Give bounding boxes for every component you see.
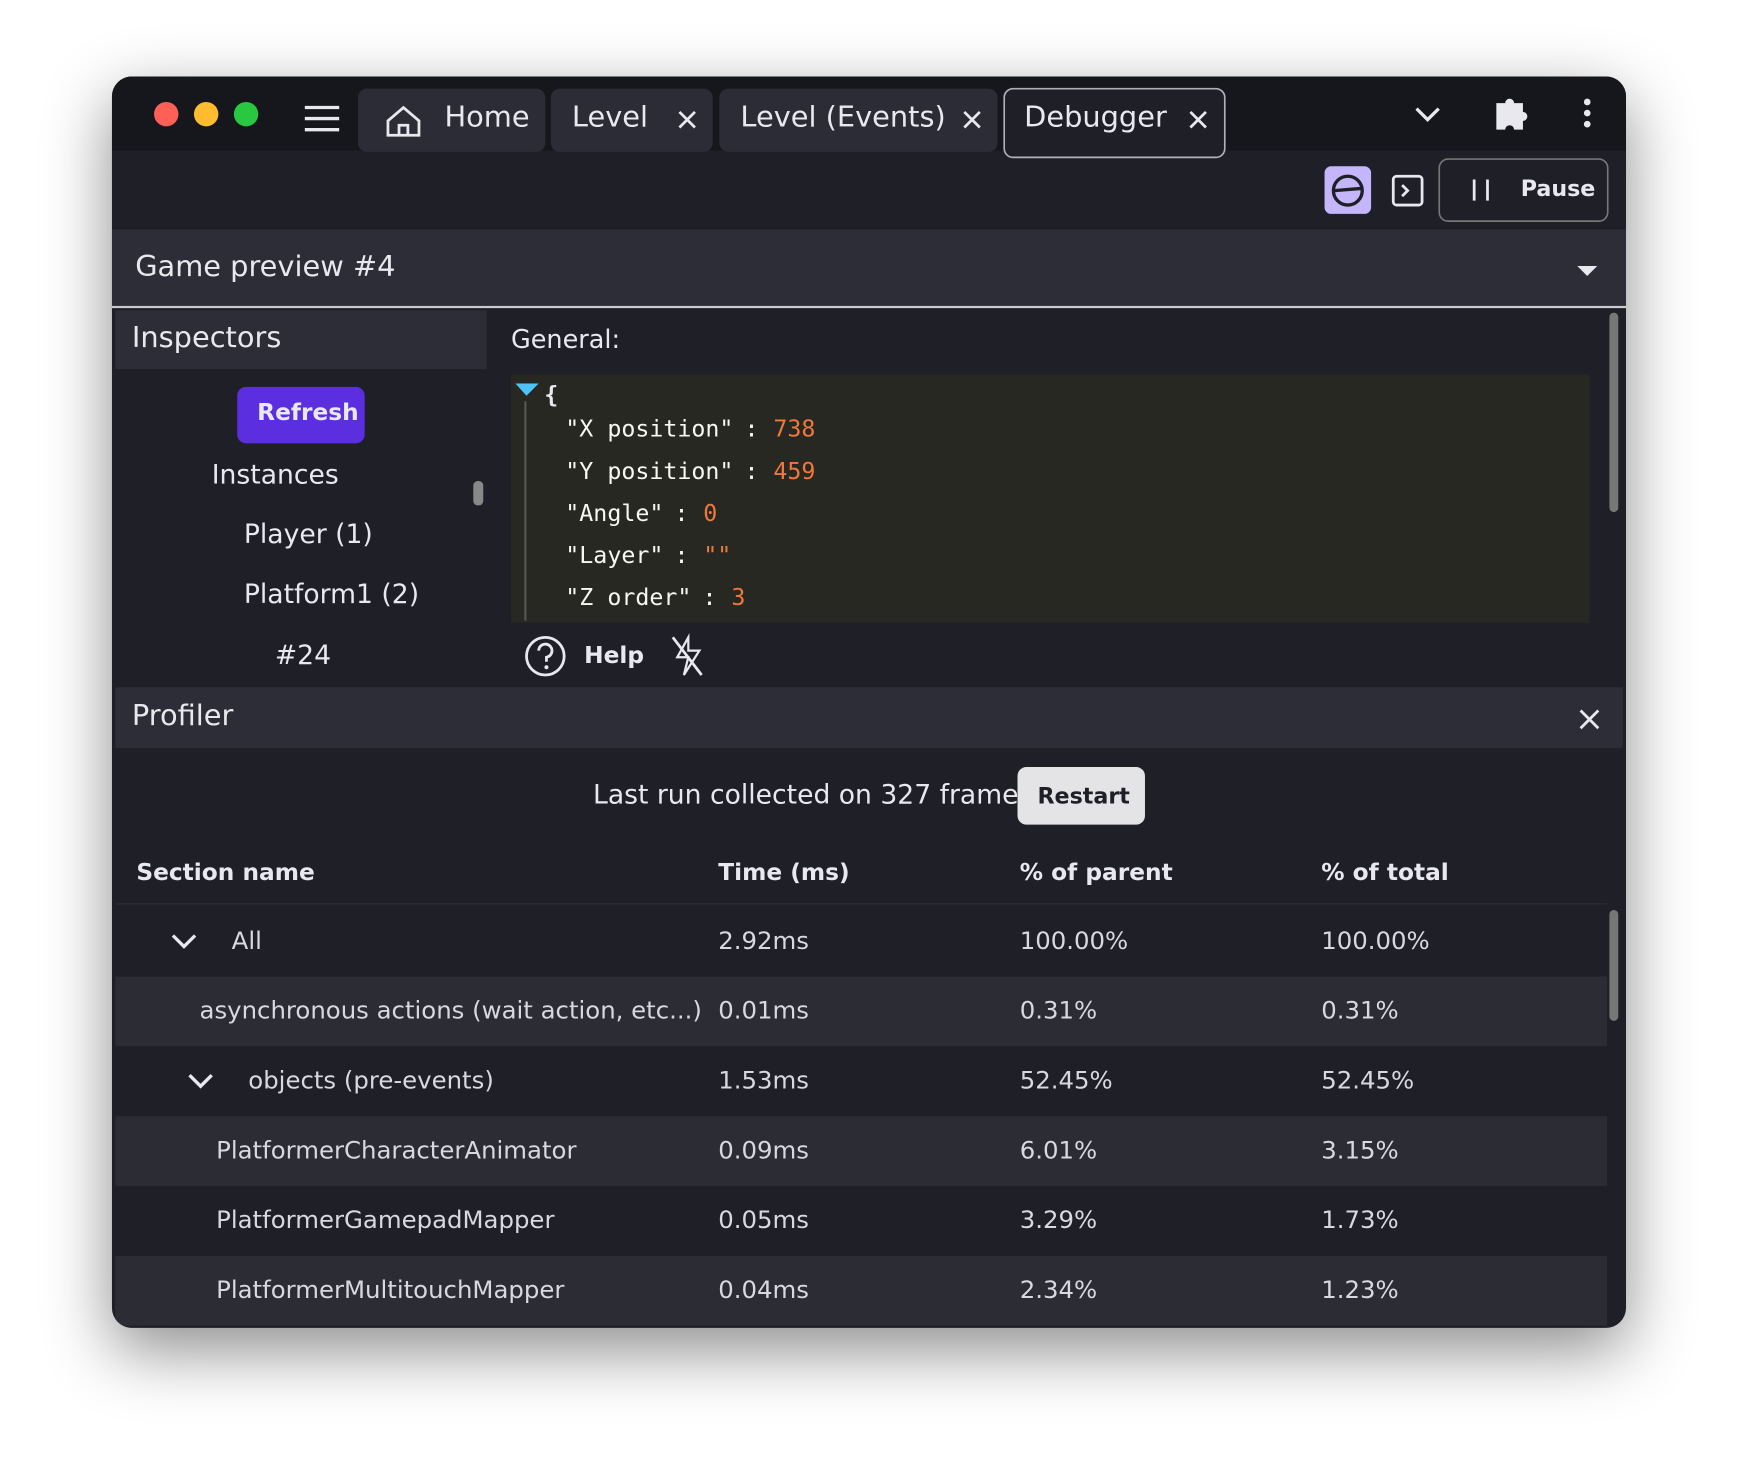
json-key: "Layer" (565, 542, 664, 569)
tab-label[interactable]: Debugger (1024, 100, 1167, 135)
table-cell: All (231, 927, 262, 956)
close-icon[interactable] (1578, 708, 1600, 730)
json-key: "Z order" (565, 584, 692, 611)
table-cell: 6.01% (1019, 1137, 1098, 1165)
json-key: "Angle" (565, 499, 664, 527)
json-value: 459 (773, 457, 816, 485)
table-cell: objects (pre-events) (248, 1067, 494, 1096)
expand-icon[interactable] (514, 382, 541, 398)
table-row[interactable] (115, 1046, 1608, 1117)
table-divider (115, 903, 1608, 905)
json-value: "" (703, 542, 732, 569)
tree-item[interactable]: Platform1 (2) (243, 578, 420, 610)
table-cell: 52.45% (1019, 1067, 1113, 1096)
json-key: "X position" (565, 415, 734, 443)
preview-title: Game preview #4 (135, 250, 396, 284)
table-row[interactable] (115, 976, 1608, 1047)
table-row[interactable] (115, 1185, 1608, 1256)
restart-label[interactable]: Restart (1037, 782, 1130, 810)
json-separator: : (744, 457, 759, 485)
window: Home Level Level (Events) Debugger Pause… (111, 76, 1627, 1328)
tab-label[interactable]: Level (571, 100, 649, 135)
table-row[interactable] (115, 1116, 1608, 1186)
table-cell: 100.00% (1019, 927, 1129, 956)
column-header: % of total (1321, 859, 1449, 886)
json-separator: : (674, 542, 689, 569)
table-cell: PlatformerGamepadMapper (216, 1207, 555, 1235)
column-header: Time (ms) (718, 859, 850, 886)
table-cell: 0.01ms (718, 997, 810, 1026)
scrollbar[interactable] (1609, 909, 1619, 1021)
json-separator: : (702, 584, 717, 611)
profiler-title: Profiler (131, 699, 234, 733)
table-cell: 0.05ms (718, 1207, 810, 1235)
table-row[interactable] (115, 1255, 1608, 1326)
table-cell: 2.92ms (718, 927, 810, 956)
help-link[interactable]: Help (584, 641, 645, 669)
tab-label[interactable]: Home (444, 100, 530, 135)
refresh-button[interactable] (237, 386, 365, 444)
table-cell: 1.73% (1321, 1207, 1399, 1235)
json-separator: : (674, 499, 689, 527)
table-cell: 0.31% (1321, 997, 1399, 1026)
json-value: 3 (731, 584, 746, 611)
tree-item[interactable]: Player (1) (243, 518, 373, 550)
pause-button[interactable]: Pause (1520, 175, 1596, 202)
table-cell: 3.29% (1019, 1207, 1098, 1235)
preview-header[interactable] (111, 229, 1627, 309)
table-cell: 0.31% (1019, 997, 1098, 1026)
inspectors-title: Inspectors (131, 321, 282, 355)
tab-label[interactable]: Level (Events) (740, 100, 946, 135)
table-cell: 2.34% (1019, 1276, 1098, 1305)
table-cell: 1.53ms (718, 1067, 810, 1096)
table-cell: asynchronous actions (wait action, etc..… (199, 997, 702, 1026)
table-cell: PlatformerCharacterAnimator (216, 1137, 577, 1165)
restart-button[interactable] (1017, 767, 1145, 825)
window-chrome (154, 87, 1609, 222)
inspectors-header (115, 310, 487, 370)
profiler-status: Last run collected on 327 frames. (592, 779, 1041, 811)
indent-guide (524, 401, 527, 621)
collapse-icon[interactable] (171, 933, 200, 951)
tree-item[interactable]: #24 (274, 639, 332, 671)
table-cell: PlatformerMultitouchMapper (216, 1276, 565, 1305)
table-cell: 0.09ms (718, 1137, 810, 1165)
table-cell: 100.00% (1321, 927, 1430, 956)
refresh-label[interactable]: Refresh (257, 399, 359, 426)
column-header: % of parent (1019, 859, 1173, 886)
profiler-header (115, 687, 1623, 749)
scrollbar[interactable] (473, 481, 484, 506)
json-view (510, 374, 1590, 623)
help-icons (525, 633, 703, 677)
json-separator: : (744, 415, 759, 443)
scrollbar[interactable] (1609, 312, 1619, 513)
column-header: Section name (136, 859, 315, 886)
json-value: 0 (703, 499, 718, 527)
general-title: General: (510, 325, 621, 355)
dropdown-icon[interactable] (1575, 263, 1602, 279)
table-cell: 3.15% (1321, 1137, 1399, 1165)
table-row[interactable] (115, 906, 1608, 977)
table-cell: 52.45% (1321, 1067, 1415, 1096)
table-cell: 1.23% (1321, 1276, 1399, 1305)
json-key: "Y position" (565, 457, 734, 485)
tree-item[interactable]: Instances (211, 458, 339, 490)
collapse-icon[interactable] (187, 1073, 216, 1091)
table-cell: 0.04ms (718, 1276, 810, 1305)
json-brace: { (544, 381, 559, 408)
json-value: 738 (773, 415, 816, 443)
